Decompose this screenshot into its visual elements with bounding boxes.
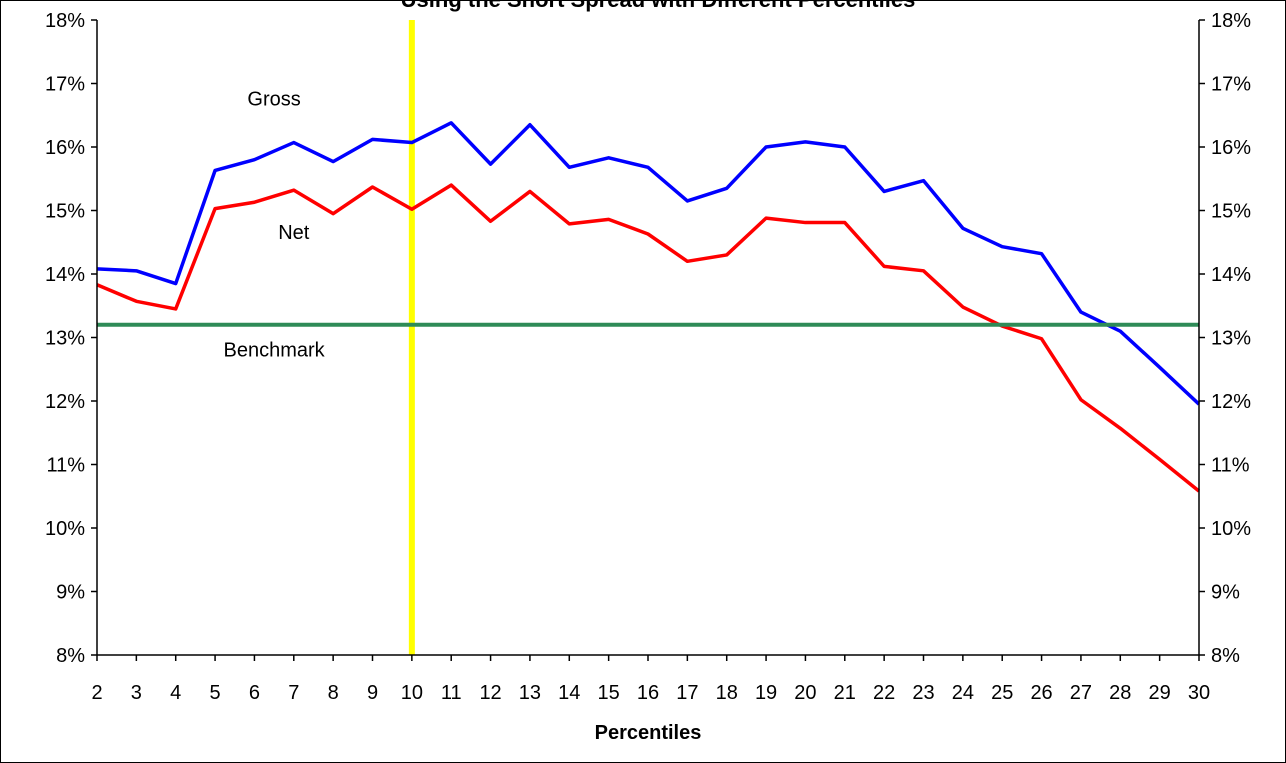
x-tick-label: 19 [755, 682, 777, 704]
y-tick-label-left: 17% [45, 74, 85, 96]
x-tick-label: 9 [367, 682, 378, 704]
x-tick-label: 10 [401, 682, 423, 704]
x-tick-label: 11 [441, 682, 462, 704]
series-line-net [96, 183, 1201, 493]
x-tick-label: 17 [676, 682, 698, 704]
x-tick-label: 14 [558, 682, 580, 704]
y-tick-label-left: 12% [45, 391, 85, 413]
annotation-benchmark: Benchmark [224, 340, 326, 362]
chart-title: Using the Short Spread with Different Pe… [401, 1, 916, 12]
x-tick-label: 25 [991, 682, 1013, 704]
y-tick-label-right: 18% [1211, 10, 1251, 32]
y-tick-label-right: 14% [1211, 264, 1251, 286]
y-tick-label-left: 10% [45, 518, 85, 540]
x-tick-label: 16 [637, 682, 659, 704]
x-tick-label: 26 [1030, 682, 1052, 704]
x-tick-label: 5 [210, 682, 221, 704]
x-tick-label: 8 [328, 682, 339, 704]
y-tick-label-right: 9% [1211, 582, 1240, 604]
x-tick-label: 4 [170, 682, 181, 704]
y-tick-label-right: 11% [1211, 455, 1250, 477]
y-tick-label-left: 14% [45, 264, 85, 286]
x-tick-label: 12 [479, 682, 501, 704]
x-tick-label: 24 [952, 682, 974, 704]
x-tick-label: 28 [1109, 682, 1131, 704]
y-tick-label-right: 17% [1211, 74, 1251, 96]
x-tick-label: 15 [598, 682, 620, 704]
y-tick-label-left: 18% [45, 10, 85, 32]
x-tick-label: 30 [1188, 682, 1210, 704]
x-tick-label: 18 [716, 682, 738, 704]
x-tick-label: 22 [873, 682, 895, 704]
y-tick-label-left: 9% [56, 582, 85, 604]
annotation-net: Net [278, 222, 310, 244]
x-axis-label: Percentiles [595, 722, 702, 744]
x-tick-label: 3 [131, 682, 142, 704]
x-tick-label: 6 [249, 682, 260, 704]
x-tick-label: 27 [1070, 682, 1092, 704]
y-tick-label-left: 15% [45, 201, 85, 223]
y-tick-label-right: 12% [1211, 391, 1251, 413]
x-tick-label: 21 [834, 682, 856, 704]
y-tick-label-right: 8% [1211, 645, 1240, 667]
y-tick-label-left: 8% [56, 645, 85, 667]
x-tick-label: 29 [1149, 682, 1171, 704]
y-tick-label-left: 16% [45, 137, 85, 159]
y-tick-label-left: 13% [45, 328, 85, 350]
y-tick-label-right: 13% [1211, 328, 1251, 350]
y-tick-label-right: 10% [1211, 518, 1251, 540]
y-tick-label-left: 11% [46, 455, 85, 477]
x-tick-label: 20 [794, 682, 816, 704]
y-tick-label-right: 15% [1211, 201, 1251, 223]
series-line-gross [96, 121, 1201, 406]
x-tick-label: 7 [288, 682, 299, 704]
x-tick-label: 23 [912, 682, 934, 704]
x-tick-label: 13 [519, 682, 541, 704]
y-tick-label-right: 16% [1211, 137, 1251, 159]
annotation-gross: Gross [247, 89, 300, 111]
x-tick-label: 2 [91, 682, 102, 704]
